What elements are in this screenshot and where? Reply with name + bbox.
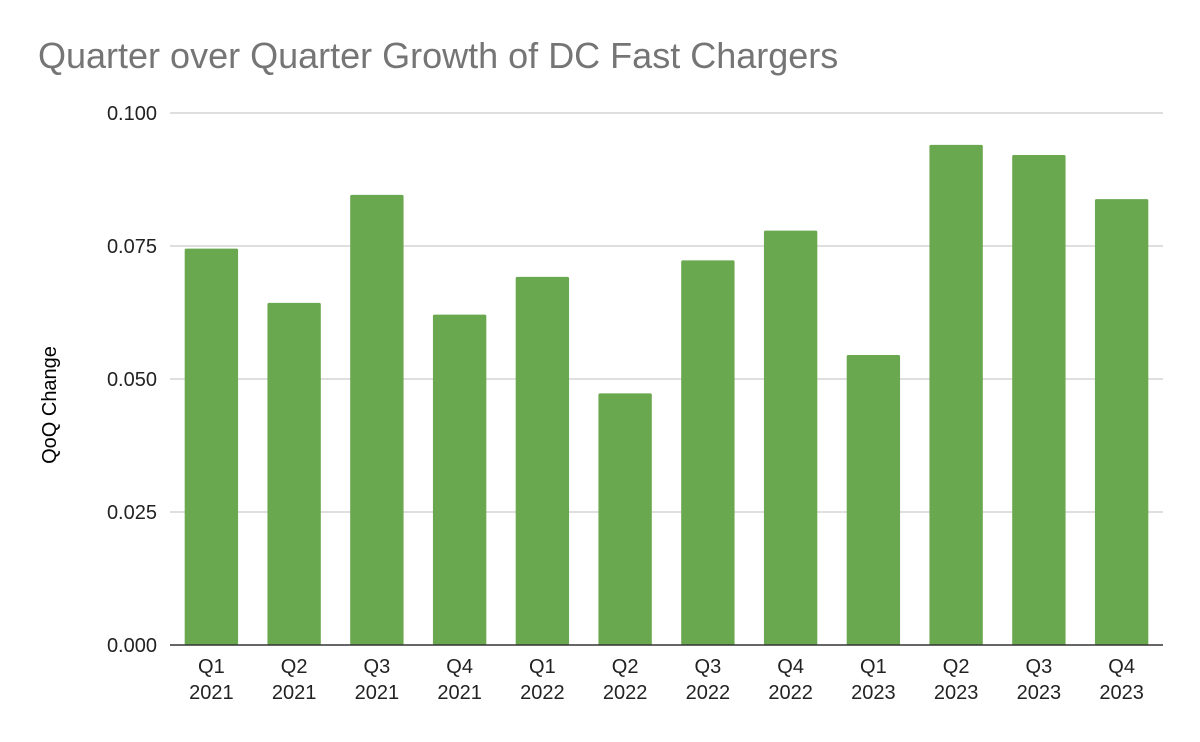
x-tick-label: Q1 (860, 656, 887, 678)
x-tick-label: Q4 (777, 656, 804, 678)
bar (1012, 155, 1066, 645)
y-tick-label: 0.100 (107, 103, 157, 125)
x-tick-label: 2023 (851, 682, 896, 704)
y-tick-label: 0.025 (107, 502, 157, 524)
x-tick-label: 2021 (189, 682, 234, 704)
x-tick-label: 2022 (520, 682, 565, 704)
x-tick-label: Q3 (1026, 656, 1053, 678)
bar (929, 144, 983, 646)
x-tick-label: Q1 (529, 656, 556, 678)
bar (598, 393, 652, 645)
gridlines (170, 112, 1163, 513)
x-tick-label: 2023 (1017, 682, 1062, 704)
x-tick-label: Q2 (281, 656, 308, 678)
x-tick-label: 2022 (686, 682, 731, 704)
bar (267, 302, 321, 645)
x-tick-label: Q4 (446, 656, 473, 678)
y-axis-ticks: 0.000 0.025 0.050 0.075 0.100 (107, 103, 157, 657)
x-axis-ticks: Q1 2021 Q2 2021 Q3 2021 Q4 2021 Q1 2022 Q2 2022 Q3 20… (189, 656, 1144, 704)
x-tick-label: 2023 (934, 682, 979, 704)
y-tick-label: 0.000 (107, 635, 157, 657)
x-tick-label: 2021 (272, 682, 317, 704)
x-tick-label: Q2 (612, 656, 639, 678)
bar (681, 260, 735, 645)
x-tick-label: Q1 (198, 656, 225, 678)
x-tick-label: 2021 (355, 682, 400, 704)
y-tick-label: 0.075 (107, 236, 157, 258)
x-tick-label: 2023 (1099, 682, 1144, 704)
bar (515, 276, 570, 645)
bar (763, 230, 818, 645)
x-tick-label: 2022 (603, 682, 648, 704)
x-tick-label: Q3 (364, 656, 391, 678)
bar (1094, 199, 1149, 645)
x-tick-label: Q3 (695, 656, 722, 678)
x-tick-label: 2021 (437, 682, 482, 704)
bar (432, 314, 487, 645)
y-tick-label: 0.050 (107, 369, 157, 391)
x-tick-label: Q2 (943, 656, 970, 678)
bar (184, 248, 239, 645)
chart-title: Quarter over Quarter Growth of DC Fast C… (38, 35, 838, 76)
y-axis-label: QoQ Change (39, 346, 61, 464)
bar (350, 194, 404, 646)
x-tick-label: Q4 (1108, 656, 1135, 678)
x-tick-label: 2022 (768, 682, 813, 704)
bars (184, 144, 1149, 646)
bar (846, 355, 901, 645)
